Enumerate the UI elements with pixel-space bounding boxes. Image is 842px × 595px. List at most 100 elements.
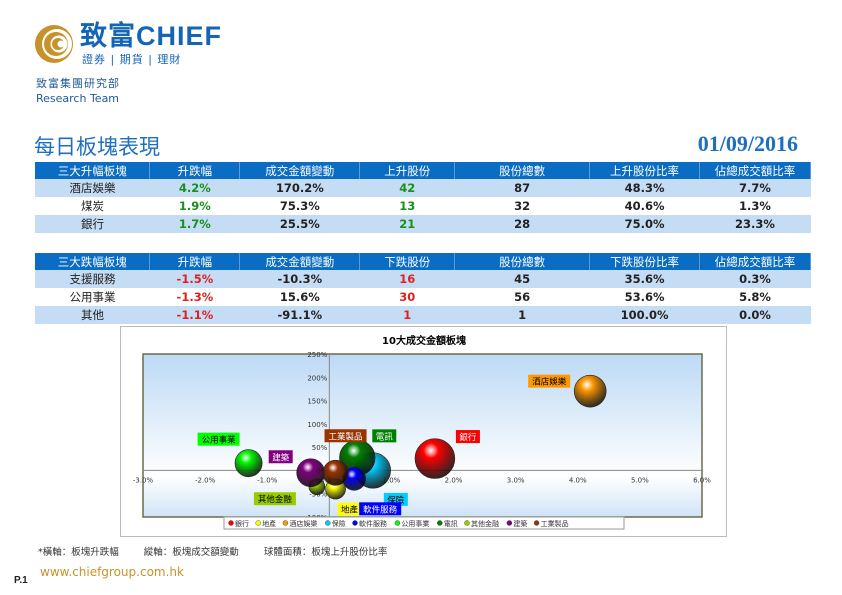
table-row: 其他 -1.1% -91.1% 1 1 100.0% 0.0%: [35, 306, 811, 324]
table-cell: -10.3%: [239, 270, 360, 288]
report-date: 01/09/2016: [697, 131, 798, 156]
bubble-9: [322, 459, 349, 486]
bubble-label-bg: [372, 429, 397, 443]
legend-entry: 建築: [513, 519, 527, 528]
table-cell: 87: [454, 179, 590, 197]
chief-logo-icon: [35, 25, 73, 63]
bubble-2: [573, 374, 607, 408]
table-cell: 0.0%: [699, 306, 811, 324]
column-header: 下跌股份: [359, 253, 456, 270]
legend-marker: [228, 520, 234, 526]
legend-entry: 工業製品: [541, 519, 569, 528]
table-cell: 1.3%: [739, 199, 771, 213]
column-header: 佔總成交額比率: [699, 253, 811, 270]
table-cell: 5.8%: [739, 290, 771, 304]
table-cell: 公用事業: [69, 290, 116, 304]
table-row: 銀行 1.7% 25.5% 21 28 75.0% 23.3%: [35, 215, 811, 233]
x-tick-label: -1.0%: [257, 476, 278, 484]
bubble-label-bg: [197, 432, 240, 446]
bubble-label-bg: [253, 492, 296, 506]
legend-marker: [352, 520, 358, 526]
column-header: 下跌股份比率: [589, 253, 701, 270]
legend-marker: [533, 520, 540, 526]
table-row: 煤炭 1.9% 75.3% 13 32 40.6% 1.3%: [35, 197, 811, 215]
column-header: 三大升幅板塊: [35, 162, 151, 179]
table-cell: 支援服務: [35, 270, 150, 288]
bubble-label: 軟件服務: [363, 504, 398, 515]
bubble-label: 酒店娛樂: [532, 377, 567, 388]
bubble-label-bg: [324, 429, 367, 443]
column-header: 上升股份比率: [589, 162, 701, 179]
x-tick-label: 3.0%: [507, 476, 525, 484]
y-tick-label: 150%: [307, 398, 327, 406]
chart-title: 10大成交金額板塊: [382, 334, 466, 347]
page-number: P.1: [14, 575, 28, 586]
table-cell: 30: [399, 290, 416, 304]
table-cell: 銀行: [35, 215, 150, 233]
table-cell: -1.1%: [149, 306, 240, 324]
y-tick-label: 50%: [312, 444, 328, 452]
legend-box: [223, 516, 625, 530]
table-cell: -1.3%: [176, 290, 214, 304]
table-cell: 其他: [35, 306, 150, 324]
legend-entry: 其他金融: [471, 519, 499, 528]
table-cell: 13: [399, 199, 416, 213]
legend-marker: [282, 520, 289, 526]
legend-marker: [506, 520, 513, 526]
legend-entry: 電訊: [444, 519, 458, 528]
table-cell: 28: [454, 215, 590, 233]
brand-name: 致富CHIEF: [80, 21, 222, 51]
bubble-label: 電訊: [376, 431, 394, 442]
top-gainers-table: 三大升幅板塊 升跌幅 成交金額變動 上升股份 股份總數 上升股份比率 佔總成交額比率 酒店娛樂…: [35, 162, 811, 233]
table-row: 公用事業 -1.3% 15.6% 30 56 53.6% 5.8%: [35, 288, 811, 306]
bubble-label-bg: [455, 430, 480, 444]
table-cell: 56: [514, 290, 531, 304]
legend-marker: [464, 520, 470, 526]
table-cell: 170.2%: [239, 179, 360, 197]
bubble-label-bg: [268, 450, 293, 464]
bubble-label: 銀行: [459, 432, 477, 443]
column-header: 股份總數: [454, 162, 591, 179]
legend-marker: [394, 520, 401, 526]
top-losers-table: 三大跌幅板塊 升跌幅 成交金額變動 下跌股份 股份總數 下跌股份比率 佔總成交額比率 支援服務…: [35, 253, 811, 324]
page-title: 每日板塊表現: [34, 135, 160, 159]
y-tick-label: 250%: [307, 351, 327, 359]
column-header: 三大跌幅板塊: [35, 253, 151, 270]
y-tick-label: 100%: [307, 421, 327, 429]
legend-entry: 銀行: [235, 519, 249, 528]
legend-marker: [325, 520, 331, 526]
table-cell: 4.2%: [149, 179, 240, 197]
table-cell: 42: [359, 179, 455, 197]
table-cell: 23.3%: [699, 215, 811, 233]
x-tick-label: 2.0%: [445, 476, 463, 484]
table-header: 三大升幅板塊 升跌幅 成交金額變動 上升股份 股份總數 上升股份比率 佔總成交額比率: [35, 162, 811, 179]
x-tick-label: -3.0%: [133, 476, 154, 484]
column-header: 升跌幅: [149, 253, 241, 270]
table-row: 酒店娛樂 4.2% 170.2% 42 87 48.3% 7.7%: [35, 179, 811, 197]
footnote: *橫軸：板塊升跌幅 縱軸：板塊成交額變動 球體面積：板塊上升股份比率: [38, 547, 409, 559]
column-header: 股份總數: [454, 253, 591, 270]
table-cell: 15.6%: [279, 290, 320, 304]
bubble-label: 公用事業: [202, 435, 237, 446]
table-cell: 35.6%: [589, 270, 700, 288]
table-cell: 100.0%: [589, 306, 700, 324]
bubble-label-bg: [359, 502, 402, 516]
table-cell: 酒店娛樂: [35, 179, 150, 197]
bubble-label-bg: [528, 374, 571, 388]
website-link[interactable]: www.chiefgroup.com.hk: [40, 565, 184, 579]
x-tick-label: 1.0%: [383, 476, 401, 484]
table-cell: 25.5%: [239, 215, 360, 233]
footnote-size: 球體面積：板塊上升股份比率: [263, 547, 388, 558]
table-cell: 45: [454, 270, 590, 288]
bubble-label: 其他金融: [258, 494, 293, 505]
legend-entry: 公用事業: [401, 519, 429, 528]
bubble-label: 保險: [387, 495, 405, 506]
table-cell: 1: [454, 306, 590, 324]
legend-marker: [255, 520, 261, 526]
table-cell: 16: [359, 270, 455, 288]
table-cell: 1: [359, 306, 455, 324]
legend-entry: 酒店娛樂: [289, 519, 317, 528]
bubble-8: [296, 458, 325, 488]
x-tick-label: 6.0%: [693, 476, 711, 484]
legend-entry: 地產: [262, 519, 276, 528]
